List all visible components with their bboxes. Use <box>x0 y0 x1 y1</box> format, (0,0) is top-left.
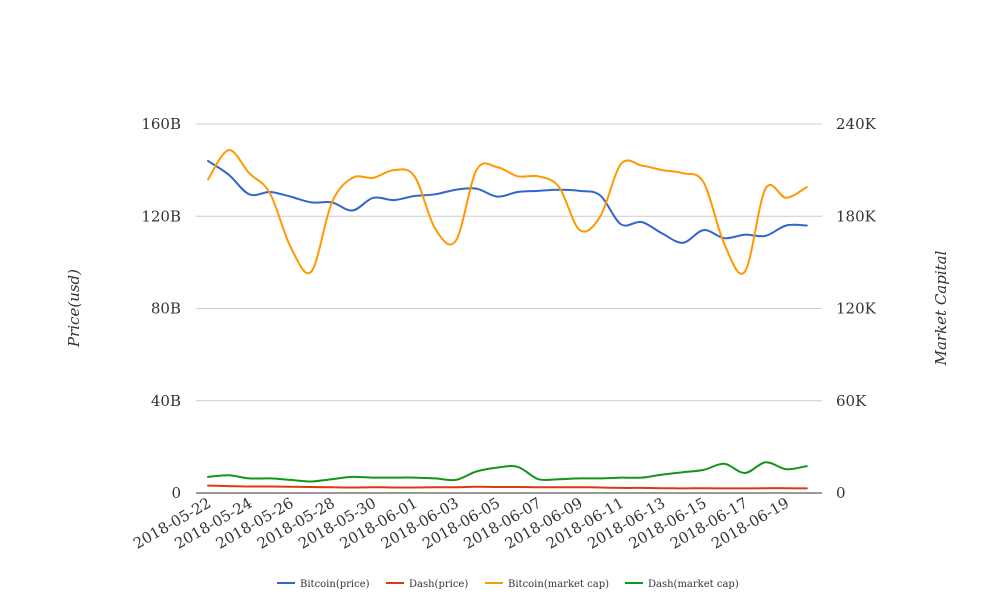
legend-item[interactable]: Bitcoin(price) <box>277 579 370 590</box>
y-right-axis-title: Market Capital <box>932 250 950 366</box>
series-line-bitcoin-price <box>207 159 808 244</box>
y-left-tick-label: 160B <box>141 115 181 133</box>
y-right-tick-label: 120K <box>836 300 877 318</box>
y-left-tick-label: 80B <box>151 300 181 318</box>
y-right-tick-label: 180K <box>836 207 877 225</box>
legend-item[interactable]: Dash(price) <box>386 579 468 590</box>
series-lines <box>207 149 808 490</box>
y-right-tick-label: 240K <box>836 115 877 133</box>
legend-label: Bitcoin(price) <box>300 579 370 590</box>
y-left-tick-label: 40B <box>151 392 181 410</box>
series-line-dash-price <box>207 484 808 490</box>
series-line-bitcoin-market-cap <box>207 149 808 275</box>
gridlines <box>196 123 822 494</box>
legend: Bitcoin(price) Dash(price) Bitcoin(market … <box>277 579 739 590</box>
legend-label: Dash(market cap) <box>648 579 739 590</box>
legend-label: Bitcoin(market cap) <box>508 579 609 590</box>
series-line-dash-market-cap <box>207 461 808 483</box>
legend-label: Dash(price) <box>409 579 468 590</box>
legend-item[interactable]: Dash(market cap) <box>625 579 739 590</box>
y-right-tick-label: 60K <box>836 392 867 410</box>
y-right-tick-label: 0 <box>836 484 846 502</box>
y-left-tick-label: 120B <box>141 207 181 225</box>
legend-item[interactable]: Bitcoin(market cap) <box>485 579 609 590</box>
y-left-tick-label: 0 <box>171 484 181 502</box>
y-left-axis-title: Price(usd) <box>65 269 83 348</box>
